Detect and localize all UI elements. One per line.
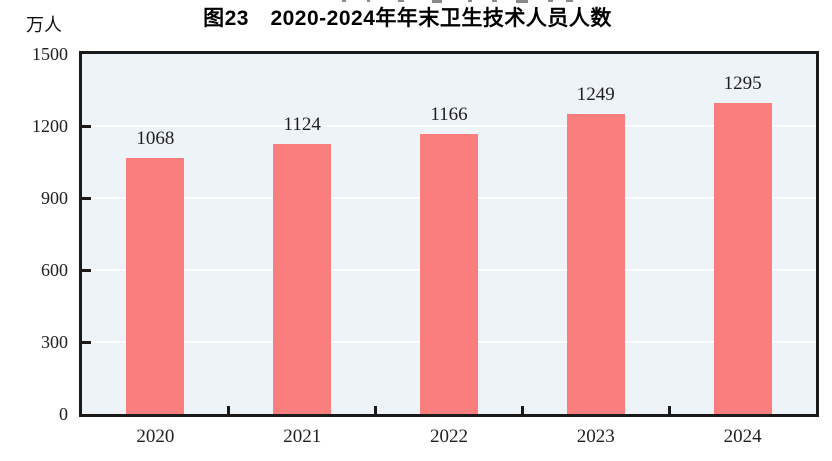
x-axis-tick [374,406,378,414]
clipped-text-artifact [548,0,553,2]
y-tick-label: 300 [41,332,68,352]
bar-value-label: 1124 [283,114,321,136]
y-axis-unit-label: 万人 [26,15,62,35]
clipped-text-artifact [342,0,346,2]
x-tick-label: 2024 [723,426,762,447]
y-tick-label: 600 [41,260,68,280]
y-tick-label: 1500 [32,44,68,64]
gridline [82,125,816,127]
clipped-text-artifact [398,0,404,2]
clipped-text-artifact [566,0,573,2]
y-axis-tick [82,196,91,200]
x-tick-label: 2021 [283,426,322,447]
y-tick-label: 0 [59,404,68,424]
clipped-text-artifact [432,0,442,3]
y-tick-label: 900 [41,188,68,208]
clipped-text-artifact [492,0,497,2]
x-tick-label: 2020 [136,426,175,447]
clipped-text-artifact [367,0,370,2]
bar [566,114,625,414]
y-axis-tick [82,268,91,272]
bar-value-label: 1068 [136,127,175,149]
y-axis-tick [82,124,91,128]
y-axis-tick [82,340,91,344]
bar [713,103,772,414]
y-tick-label: 1200 [32,116,68,136]
clipped-text-artifact [468,0,472,2]
chart-title: 图23 2020-2024年年末卫生技术人员人数 [203,7,612,30]
plot-area: 1068 1124 1166 1249 1295 [79,51,819,417]
bar [126,157,185,414]
clipped-text-artifact [516,0,528,3]
x-tick-label: 2023 [576,426,615,447]
bar-value-label: 1166 [430,104,468,126]
x-axis-tick [667,406,671,414]
bar [273,144,332,414]
x-axis-tick [520,406,524,414]
x-tick-label: 2022 [430,426,468,447]
bar [420,134,478,414]
bar-value-label: 1249 [576,84,615,106]
bar-value-label: 1295 [723,73,762,95]
x-axis-tick [227,406,231,414]
